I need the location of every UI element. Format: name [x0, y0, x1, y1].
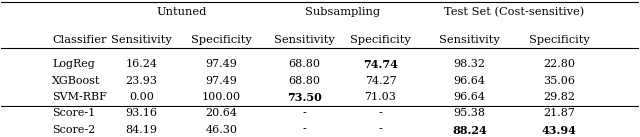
Text: Untuned: Untuned	[156, 7, 207, 17]
Text: Sensitivity: Sensitivity	[111, 35, 172, 45]
Text: 71.03: 71.03	[365, 92, 396, 102]
Text: 16.24: 16.24	[125, 59, 157, 69]
Text: 96.64: 96.64	[454, 76, 486, 86]
Text: -: -	[379, 108, 383, 118]
Text: 29.82: 29.82	[543, 92, 575, 102]
Text: 68.80: 68.80	[288, 59, 320, 69]
Text: Score-2: Score-2	[52, 125, 95, 135]
Text: Subsampling: Subsampling	[305, 7, 380, 17]
Text: 95.38: 95.38	[454, 108, 486, 118]
Text: Specificity: Specificity	[191, 35, 252, 45]
Text: -: -	[302, 108, 306, 118]
Text: -: -	[302, 125, 306, 135]
Text: Specificity: Specificity	[529, 35, 589, 45]
Text: 100.00: 100.00	[202, 92, 241, 102]
Text: Test Set (Cost-sensitive): Test Set (Cost-sensitive)	[444, 7, 584, 17]
Text: 97.49: 97.49	[205, 76, 237, 86]
Text: SVM-RBF: SVM-RBF	[52, 92, 108, 102]
Text: Sensitivity: Sensitivity	[274, 35, 335, 45]
Text: 73.50: 73.50	[287, 92, 321, 103]
Text: 43.94: 43.94	[541, 125, 577, 136]
Text: 35.06: 35.06	[543, 76, 575, 86]
Text: -: -	[379, 125, 383, 135]
Text: Specificity: Specificity	[350, 35, 411, 45]
Text: 84.19: 84.19	[125, 125, 157, 135]
Text: 88.24: 88.24	[452, 125, 487, 136]
Text: 23.93: 23.93	[125, 76, 157, 86]
Text: Score-1: Score-1	[52, 108, 95, 118]
Text: 97.49: 97.49	[205, 59, 237, 69]
Text: 74.74: 74.74	[363, 59, 398, 70]
Text: 74.27: 74.27	[365, 76, 396, 86]
Text: Sensitivity: Sensitivity	[440, 35, 500, 45]
Text: 22.80: 22.80	[543, 59, 575, 69]
Text: LogReg: LogReg	[52, 59, 95, 69]
Text: Classifier: Classifier	[52, 35, 107, 45]
Text: 93.16: 93.16	[125, 108, 157, 118]
Text: 20.64: 20.64	[205, 108, 237, 118]
Text: 98.32: 98.32	[454, 59, 486, 69]
Text: 68.80: 68.80	[288, 76, 320, 86]
Text: 0.00: 0.00	[129, 92, 154, 102]
Text: XGBoost: XGBoost	[52, 76, 100, 86]
Text: 46.30: 46.30	[205, 125, 237, 135]
Text: 96.64: 96.64	[454, 92, 486, 102]
Text: 21.87: 21.87	[543, 108, 575, 118]
